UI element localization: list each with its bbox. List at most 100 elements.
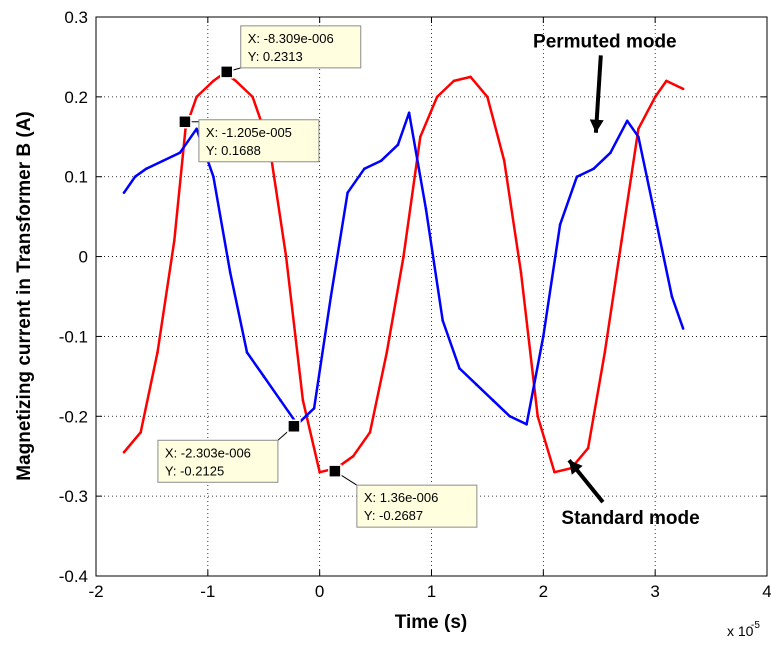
series-point-0	[251, 95, 254, 99]
x-tick-label: 3	[650, 582, 659, 601]
series-point-1	[681, 327, 685, 330]
y-tick-label: -0.1	[59, 327, 88, 346]
series-point-1	[195, 127, 198, 131]
datatip-marker	[287, 419, 301, 434]
series-point-1	[558, 223, 562, 226]
series-point-1	[379, 159, 383, 163]
datatip-x-text: X: -1.205e-005	[206, 125, 292, 140]
x-tick-label: -2	[88, 582, 103, 601]
series-point-1	[262, 375, 266, 378]
series-point-0	[122, 450, 126, 454]
datatip-box	[240, 25, 362, 69]
x-tick-label: 0	[315, 582, 324, 601]
series-point-1	[133, 175, 137, 179]
series-point-1	[122, 191, 126, 194]
datatip-y-text: Y: 0.2313	[248, 49, 303, 64]
series-point-0	[284, 255, 288, 258]
series-point-1	[609, 151, 612, 155]
series-point-1	[424, 207, 428, 210]
series-point-1	[637, 135, 640, 139]
y-tick-label: 0.3	[64, 8, 88, 27]
datatip-y-text: Y: -0.2125	[165, 463, 224, 478]
y-axis-label: Magnetizing current in Transformer B (A)	[14, 111, 35, 480]
series-point-0	[665, 79, 668, 83]
series-point-0	[502, 159, 506, 163]
annotation-label: Permuted mode	[533, 31, 677, 52]
series-line-1	[122, 111, 685, 426]
y-tick-label: 0	[79, 248, 88, 267]
datatip-box	[157, 439, 279, 483]
y-tick-label: -0.4	[59, 567, 88, 586]
tick-layer: -2 -1 0 1 2 3 4 -0.4 -0.3 -0.2 -0.1 0 0.1 0.2 0.3	[59, 8, 771, 601]
series-layer	[122, 71, 685, 474]
series-point-0	[402, 255, 405, 258]
series-point-0	[195, 95, 198, 99]
series-point-0	[139, 430, 143, 434]
series-point-0	[318, 470, 321, 474]
series-point-0	[553, 470, 556, 474]
y-tick-label: 0.1	[64, 168, 88, 187]
annotation-arrowhead	[569, 460, 583, 475]
series-point-1	[363, 167, 366, 171]
annotation-layer: Permuted mode Standard mode	[533, 31, 700, 529]
series-point-0	[419, 135, 422, 139]
series-point-1	[178, 151, 182, 155]
series-point-0	[603, 351, 607, 354]
datatip-y-text: Y: 0.1688	[206, 143, 261, 158]
datatip-x-text: X: -8.309e-006	[248, 31, 334, 46]
series-point-0	[653, 95, 657, 99]
series-point-0	[351, 454, 355, 458]
series-point-1	[653, 215, 657, 218]
datatip-layer: X: -8.309e-006 Y: 0.2313 X: -1.205e-005 Y: …	[157, 25, 478, 528]
series-point-1	[542, 335, 545, 338]
datatip-marker	[178, 115, 192, 129]
series-line-0	[123, 71, 684, 474]
series-point-0	[435, 95, 439, 99]
series-point-1	[525, 422, 528, 426]
series-point-0	[452, 79, 456, 83]
datatip-y-text: Y: -0.2687	[364, 508, 423, 523]
series-point-1	[575, 175, 579, 179]
series-point-1	[407, 111, 411, 115]
series-point-0	[368, 430, 372, 434]
series-point-0	[156, 351, 159, 354]
series-point-1	[161, 159, 165, 163]
y-tick-label: 0.2	[64, 88, 88, 107]
x-axis-multiplier-exponent: -5	[751, 620, 760, 631]
series-point-0	[620, 239, 623, 242]
series-point-0	[536, 414, 540, 418]
datatip-x-text: X: -2.303e-006	[165, 445, 251, 460]
datatip-box	[356, 484, 478, 528]
series-point-1	[592, 167, 595, 171]
x-tick-label: 2	[539, 582, 548, 601]
datatip-x-text: X: 1.36e-006	[364, 490, 438, 505]
series-point-1	[625, 119, 629, 123]
series-point-0	[586, 446, 590, 450]
series-point-0	[637, 127, 640, 131]
x-tick-label: 1	[427, 582, 436, 601]
series-point-1	[346, 191, 349, 194]
series-point-1	[396, 143, 400, 147]
series-point-1	[474, 383, 478, 386]
series-point-1	[312, 407, 316, 410]
y-tick-label: -0.3	[59, 487, 88, 506]
x-tick-label: -1	[200, 582, 215, 601]
annotation-label: Standard mode	[561, 508, 699, 529]
series-point-0	[172, 239, 176, 242]
y-tick-label: -0.2	[59, 407, 88, 426]
annotation-arrowhead	[589, 119, 604, 133]
series-point-1	[145, 167, 148, 171]
x-tick-label: 4	[762, 582, 771, 601]
datatip-marker	[328, 464, 342, 478]
series-point-0	[385, 351, 389, 354]
series-point-0	[469, 75, 472, 79]
datatip-marker	[219, 65, 234, 79]
series-point-1	[491, 399, 495, 402]
series-point-1	[279, 399, 282, 402]
x-axis-label: Time (s)	[395, 612, 468, 633]
series-point-0	[681, 87, 685, 91]
x-axis-multiplier: x 10	[727, 623, 754, 639]
series-point-0	[234, 79, 238, 83]
